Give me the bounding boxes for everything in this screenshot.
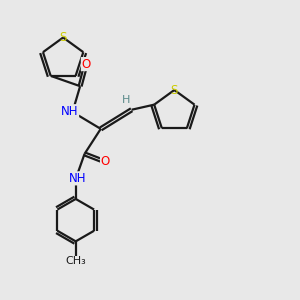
- Text: CH₃: CH₃: [65, 256, 86, 266]
- Text: O: O: [100, 155, 110, 168]
- Text: H: H: [122, 95, 130, 105]
- Text: S: S: [171, 83, 178, 97]
- Text: NH: NH: [68, 172, 86, 185]
- Text: S: S: [59, 31, 67, 44]
- Text: O: O: [81, 58, 91, 70]
- Text: NH: NH: [61, 105, 79, 118]
